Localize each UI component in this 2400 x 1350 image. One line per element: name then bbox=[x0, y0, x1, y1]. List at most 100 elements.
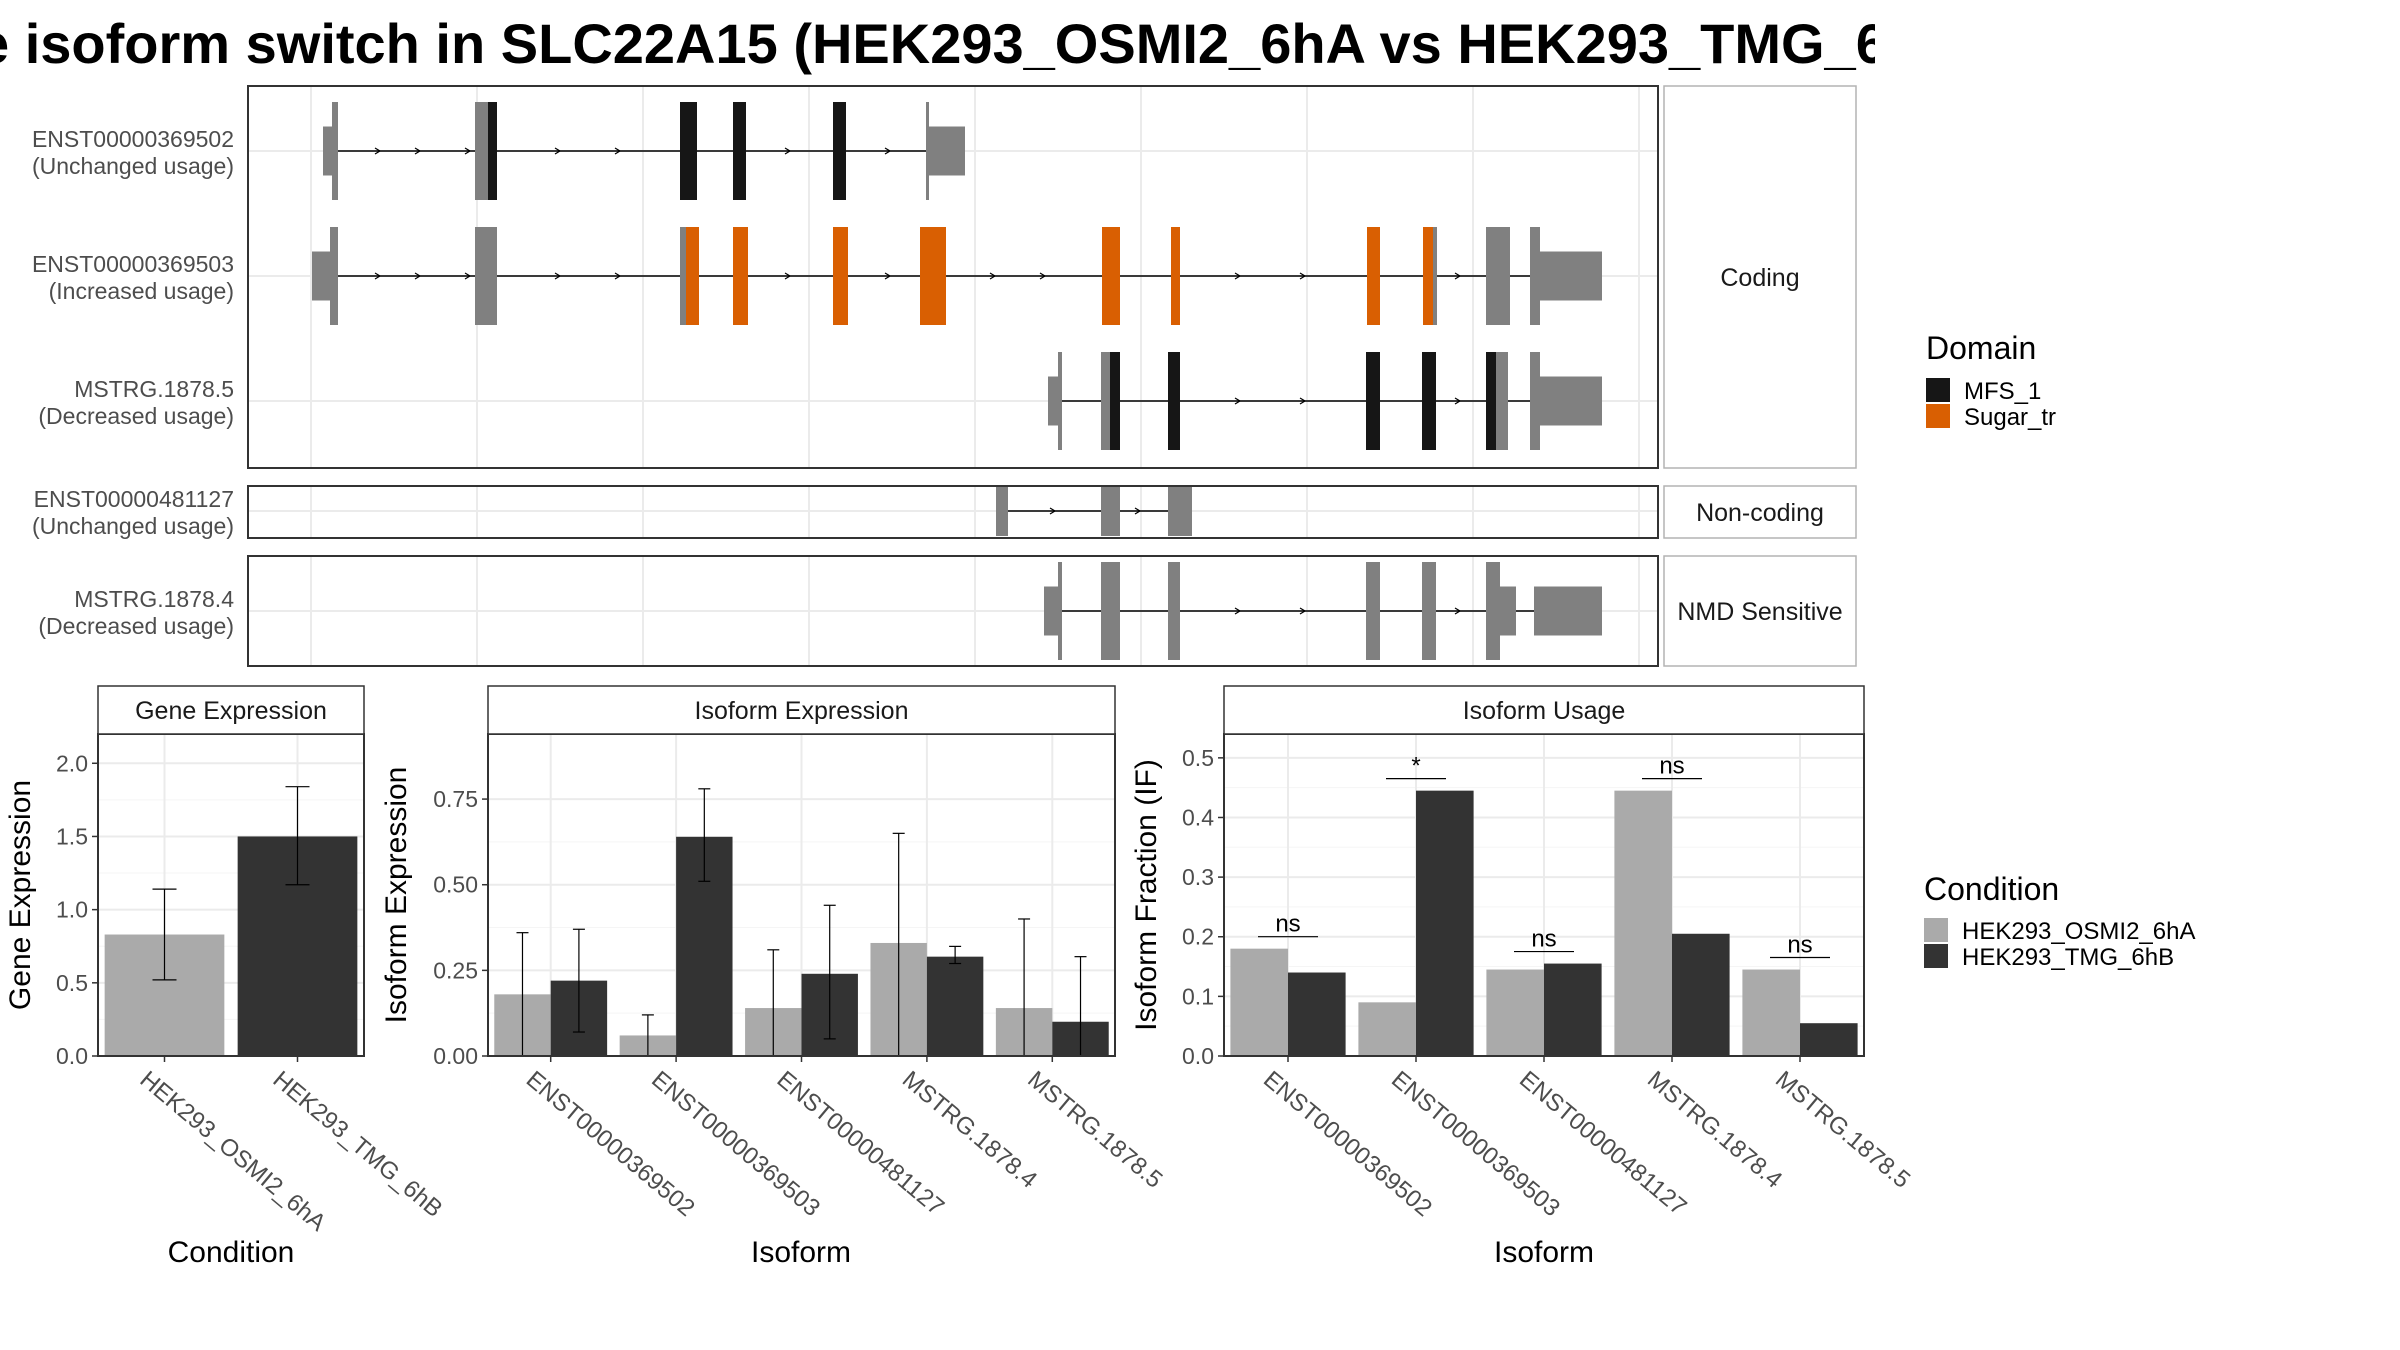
significance-label: ns bbox=[1787, 932, 1812, 959]
structure-panel-border bbox=[247, 85, 1659, 469]
bar-HEK293_OSMI2_6hA-ENST00000481127 bbox=[1486, 969, 1544, 1056]
exon-MSTRG.1878.5 bbox=[1496, 352, 1508, 450]
exon-ENST00000481127 bbox=[1101, 486, 1120, 536]
intron-arrow bbox=[1454, 607, 1462, 615]
strip-label-NMD Sensitive: NMD Sensitive bbox=[1677, 598, 1842, 626]
exon-ENST00000369503 bbox=[1433, 227, 1437, 325]
intron-arrow bbox=[614, 272, 622, 280]
y-axis-title-1: Isoform Expression bbox=[380, 767, 413, 1024]
structure-panel-border bbox=[247, 555, 1659, 667]
strip-Non-coding bbox=[1663, 485, 1857, 539]
x-tick-label-MSTRG.1878.4: MSTRG.1878.4 bbox=[1642, 1066, 1787, 1194]
exon-ENST00000369503 bbox=[1367, 227, 1380, 325]
intron-arrow bbox=[554, 272, 562, 280]
intron-arrow bbox=[414, 147, 422, 155]
legend-item-Sugar_tr: Sugar_tr bbox=[1964, 404, 2056, 431]
exon-MSTRG.1878.4 bbox=[1058, 562, 1062, 660]
y-tick-label: 0.00 bbox=[433, 1043, 478, 1069]
y-tick-label: 0.5 bbox=[56, 970, 88, 996]
bar-panel-strip bbox=[1223, 685, 1865, 735]
exon-ENST00000369503 bbox=[680, 227, 686, 325]
exon-MSTRG.1878.4 bbox=[1366, 562, 1380, 660]
intron-arrow bbox=[884, 272, 892, 280]
exon-ENST00000369503 bbox=[330, 227, 338, 325]
y-tick-label: 0.3 bbox=[1182, 864, 1214, 890]
x-tick-label-MSTRG.1878.5: MSTRG.1878.5 bbox=[1022, 1066, 1167, 1194]
strip-label-Non-coding: Non-coding bbox=[1696, 499, 1824, 527]
intron-arrow bbox=[1049, 507, 1057, 515]
intron-arrow bbox=[884, 147, 892, 155]
chart-title: e isoform switch in SLC22A15 (HEK293_OSM… bbox=[0, 12, 1875, 75]
y-axis-title-0: Gene Expression bbox=[4, 780, 37, 1010]
significance-label: ns bbox=[1659, 753, 1684, 780]
legend-condition-title: Condition bbox=[1924, 871, 2059, 907]
strip-label-Coding: Coding bbox=[1720, 264, 1799, 292]
intron-arrow bbox=[784, 147, 792, 155]
exon-MSTRG.1878.5 bbox=[1168, 352, 1180, 450]
legend-item-HEK293_TMG_6hB: HEK293_TMG_6hB bbox=[1962, 944, 2174, 971]
exon-MSTRG.1878.5 bbox=[1530, 352, 1540, 450]
intron-arrow bbox=[1299, 397, 1307, 405]
exon-ENST00000369503 bbox=[1540, 251, 1602, 301]
exon-ENST00000369502 bbox=[488, 102, 497, 200]
exon-ENST00000369503 bbox=[312, 251, 330, 301]
y-tick-label: 0.0 bbox=[1182, 1043, 1214, 1069]
exon-ENST00000369502 bbox=[475, 102, 488, 200]
isoform-usage-ENST00000369502: (Unchanged usage) bbox=[32, 153, 234, 179]
y-tick-label: 0.5 bbox=[1182, 745, 1214, 771]
bar-HEK293_TMG_6hB-MSTRG.1878.4 bbox=[926, 956, 984, 1056]
y-tick-label: 0.4 bbox=[1182, 804, 1214, 830]
intron-arrow bbox=[1234, 607, 1242, 615]
intron-arrow bbox=[1299, 272, 1307, 280]
legend-key-sugar bbox=[1926, 404, 1950, 428]
bar-HEK293_OSMI2_6hA-ENST00000369502 bbox=[1230, 948, 1288, 1056]
exon-ENST00000369503 bbox=[1530, 227, 1540, 325]
exon-ENST00000481127 bbox=[996, 486, 1008, 536]
exon-ENST00000369502 bbox=[926, 102, 929, 200]
exon-ENST00000369503 bbox=[1102, 227, 1120, 325]
bar-HEK293_TMG_6hB-MSTRG.1878.5 bbox=[1800, 1023, 1858, 1056]
isoform-usage-MSTRG.1878.5: (Decreased usage) bbox=[38, 403, 234, 429]
x-axis-title-2: Isoform bbox=[1494, 1236, 1594, 1269]
legend-item-MFS_1: MFS_1 bbox=[1964, 378, 2041, 405]
exon-MSTRG.1878.5 bbox=[1110, 352, 1120, 450]
legend-key-condition-b bbox=[1924, 944, 1948, 968]
exon-ENST00000369502 bbox=[680, 102, 697, 200]
y-axis-title-2: Isoform Fraction (IF) bbox=[1130, 759, 1163, 1031]
exon-ENST00000369502 bbox=[929, 126, 965, 176]
panel-title-0: Gene Expression bbox=[135, 697, 327, 725]
legend-key-mfs bbox=[1926, 378, 1950, 402]
exon-MSTRG.1878.5 bbox=[1486, 352, 1496, 450]
intron-arrow bbox=[374, 272, 382, 280]
y-tick-label: 0.25 bbox=[433, 957, 478, 983]
bar-panel-strip bbox=[97, 685, 365, 735]
exon-ENST00000481127 bbox=[1168, 486, 1192, 536]
bar-HEK293_OSMI2_6hA-ENST00000369503 bbox=[1358, 1002, 1416, 1056]
legend-key-condition-a bbox=[1924, 918, 1948, 942]
intron-arrow bbox=[554, 147, 562, 155]
exon-ENST00000369503 bbox=[833, 227, 848, 325]
exon-MSTRG.1878.5 bbox=[1366, 352, 1380, 450]
isoform-label-ENST00000481127: ENST00000481127 bbox=[34, 486, 234, 512]
isoform-label-MSTRG.1878.4: MSTRG.1878.4 bbox=[74, 586, 234, 612]
isoform-usage-ENST00000481127: (Unchanged usage) bbox=[32, 513, 234, 539]
intron-arrow bbox=[1454, 272, 1462, 280]
exon-ENST00000369503 bbox=[920, 227, 946, 325]
exon-MSTRG.1878.5 bbox=[1540, 376, 1602, 426]
isoform-label-ENST00000369503: ENST00000369503 bbox=[32, 251, 234, 277]
y-tick-label: 0.0 bbox=[56, 1043, 88, 1069]
intron-arrow bbox=[614, 147, 622, 155]
legend-item-HEK293_OSMI2_6hA: HEK293_OSMI2_6hA bbox=[1962, 918, 2195, 945]
strip-NMD Sensitive bbox=[1663, 555, 1857, 667]
exon-MSTRG.1878.4 bbox=[1044, 586, 1058, 636]
significance-label: ns bbox=[1531, 926, 1556, 953]
exon-MSTRG.1878.5 bbox=[1048, 376, 1058, 426]
intron-arrow bbox=[464, 147, 472, 155]
intron-arrow bbox=[784, 272, 792, 280]
intron-arrow bbox=[374, 147, 382, 155]
exon-MSTRG.1878.5 bbox=[1101, 352, 1110, 450]
isoform-usage-MSTRG.1878.4: (Decreased usage) bbox=[38, 613, 234, 639]
strip-Coding bbox=[1663, 85, 1857, 469]
intron-arrow bbox=[1454, 397, 1462, 405]
